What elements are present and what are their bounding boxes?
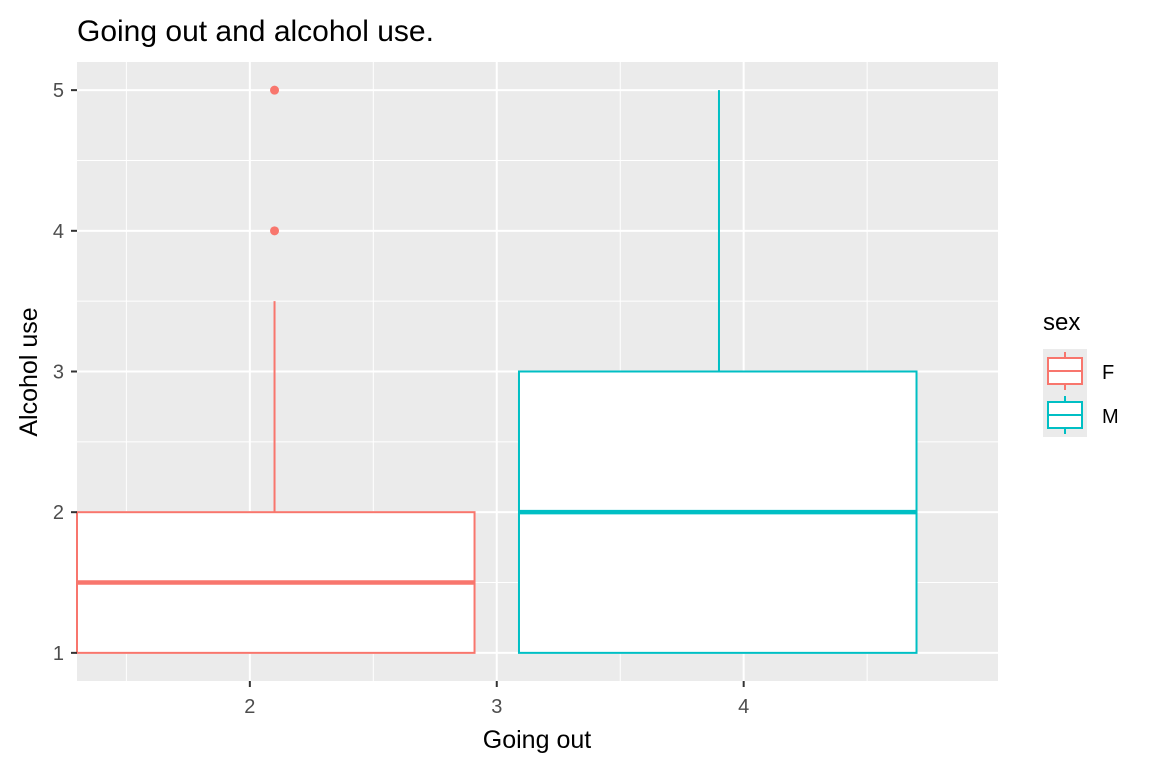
legend-label: M <box>1102 406 1119 428</box>
axes: 1 2 3 4 5 2 3 4 <box>53 80 749 718</box>
y-tick-label: 5 <box>53 80 64 102</box>
outlier-point <box>270 226 280 236</box>
legend-title: sex <box>1043 309 1080 336</box>
y-axis-title: Alcohol use <box>15 307 43 436</box>
x-tick-label: 4 <box>738 696 749 718</box>
chart-title: Going out and alcohol use. <box>77 15 434 48</box>
box-plots <box>76 85 918 654</box>
legend-keys: FM <box>1043 349 1119 437</box>
x-tick-label: 3 <box>491 696 502 718</box>
outlier-point <box>270 85 280 95</box>
legend: sex FM <box>1043 309 1119 437</box>
y-tick-label: 2 <box>53 502 64 524</box>
box-plot-f <box>76 85 476 654</box>
x-tick-label: 2 <box>244 696 255 718</box>
y-tick-label: 4 <box>53 221 64 243</box>
y-tick-label: 3 <box>53 362 64 384</box>
legend-label: F <box>1102 362 1114 384</box>
y-tick-label: 1 <box>53 643 64 665</box>
legend-key-f: F <box>1043 349 1114 393</box>
x-axis-title: Going out <box>483 726 591 754</box>
legend-key-m: M <box>1043 393 1119 437</box>
box-plot-m <box>517 90 918 654</box>
